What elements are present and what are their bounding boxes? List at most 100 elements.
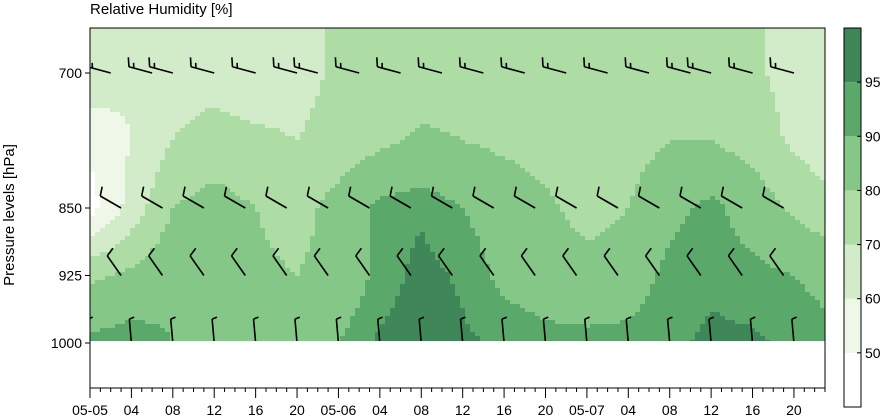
field-cell: [215, 288, 221, 293]
field-cell: [205, 300, 211, 305]
field-cell: [300, 56, 306, 61]
field-cell: [205, 104, 211, 109]
field-cell: [115, 252, 121, 257]
field-cell: [280, 92, 286, 97]
field-cell: [250, 288, 256, 293]
field-cell: [255, 256, 261, 261]
field-cell: [180, 108, 186, 113]
field-cell: [180, 120, 186, 125]
field-cell: [115, 76, 121, 81]
field-cell: [370, 76, 376, 81]
field-cell: [125, 100, 131, 105]
field-cell: [110, 180, 116, 185]
field-cell: [155, 252, 161, 257]
field-cell: [335, 212, 341, 217]
field-cell: [295, 204, 301, 209]
field-cell: [330, 136, 336, 141]
field-cell: [155, 160, 161, 165]
field-cell: [365, 72, 371, 77]
field-cell: [400, 48, 406, 53]
field-cell: [100, 260, 106, 265]
field-cell: [345, 80, 351, 85]
field-cell: [380, 280, 386, 285]
field-cell: [200, 188, 206, 193]
field-cell: [205, 152, 211, 157]
field-cell: [200, 264, 206, 269]
field-cell: [120, 196, 126, 201]
field-cell: [205, 76, 211, 81]
field-cell: [305, 248, 311, 253]
field-cell: [150, 220, 156, 225]
field-cell: [200, 280, 206, 285]
field-cell: [245, 208, 251, 213]
field-cell: [275, 164, 281, 169]
field-cell: [190, 40, 196, 45]
field-cell: [100, 176, 106, 181]
field-cell: [290, 96, 296, 101]
field-cell: [245, 76, 251, 81]
field-cell: [305, 324, 311, 329]
field-cell: [315, 100, 321, 105]
field-cell: [330, 324, 336, 329]
field-cell: [210, 152, 216, 157]
field-cell: [395, 124, 401, 129]
field-cell: [365, 180, 371, 185]
field-cell: [300, 292, 306, 297]
field-cell: [385, 152, 391, 157]
field-cell: [285, 88, 291, 93]
field-cell: [245, 296, 251, 301]
field-cell: [105, 224, 111, 229]
field-cell: [405, 52, 411, 57]
field-cell: [195, 236, 201, 241]
field-cell: [370, 292, 376, 297]
field-cell: [295, 320, 301, 325]
field-cell: [385, 192, 391, 197]
field-cell: [235, 292, 241, 297]
field-cell: [135, 128, 141, 133]
field-cell: [150, 68, 156, 73]
field-cell: [355, 336, 361, 341]
field-cell: [320, 68, 326, 73]
field-cell: [215, 204, 221, 209]
field-cell: [250, 104, 256, 109]
field-cell: [395, 116, 401, 121]
field-cell: [185, 288, 191, 293]
field-cell: [360, 248, 366, 253]
field-cell: [320, 48, 326, 53]
field-cell: [330, 248, 336, 253]
field-cell: [120, 240, 126, 245]
field-cell: [260, 88, 266, 93]
field-cell: [290, 284, 296, 289]
field-cell: [305, 48, 311, 53]
field-cell: [390, 60, 396, 65]
field-cell: [210, 284, 216, 289]
field-cell: [300, 100, 306, 105]
field-cell: [270, 28, 276, 33]
field-cell: [330, 52, 336, 57]
field-cell: [170, 264, 176, 269]
field-cell: [245, 40, 251, 45]
field-cell: [285, 56, 291, 61]
field-cell: [190, 252, 196, 257]
field-cell: [345, 220, 351, 225]
field-cell: [245, 192, 251, 197]
field-cell: [235, 268, 241, 273]
field-cell: [285, 316, 291, 321]
field-cell: [315, 184, 321, 189]
field-cell: [245, 340, 251, 341]
field-cell: [120, 160, 126, 165]
field-cell: [375, 192, 381, 197]
field-cell: [140, 280, 146, 285]
field-cell: [165, 304, 171, 309]
field-cell: [145, 180, 151, 185]
field-cell: [190, 208, 196, 213]
field-cell: [335, 180, 341, 185]
field-cell: [235, 304, 241, 309]
field-cell: [395, 320, 401, 325]
field-cell: [200, 120, 206, 125]
field-cell: [315, 180, 321, 185]
field-cell: [390, 180, 396, 185]
field-cell: [160, 252, 166, 257]
field-cell: [395, 144, 401, 149]
field-cell: [100, 112, 106, 117]
